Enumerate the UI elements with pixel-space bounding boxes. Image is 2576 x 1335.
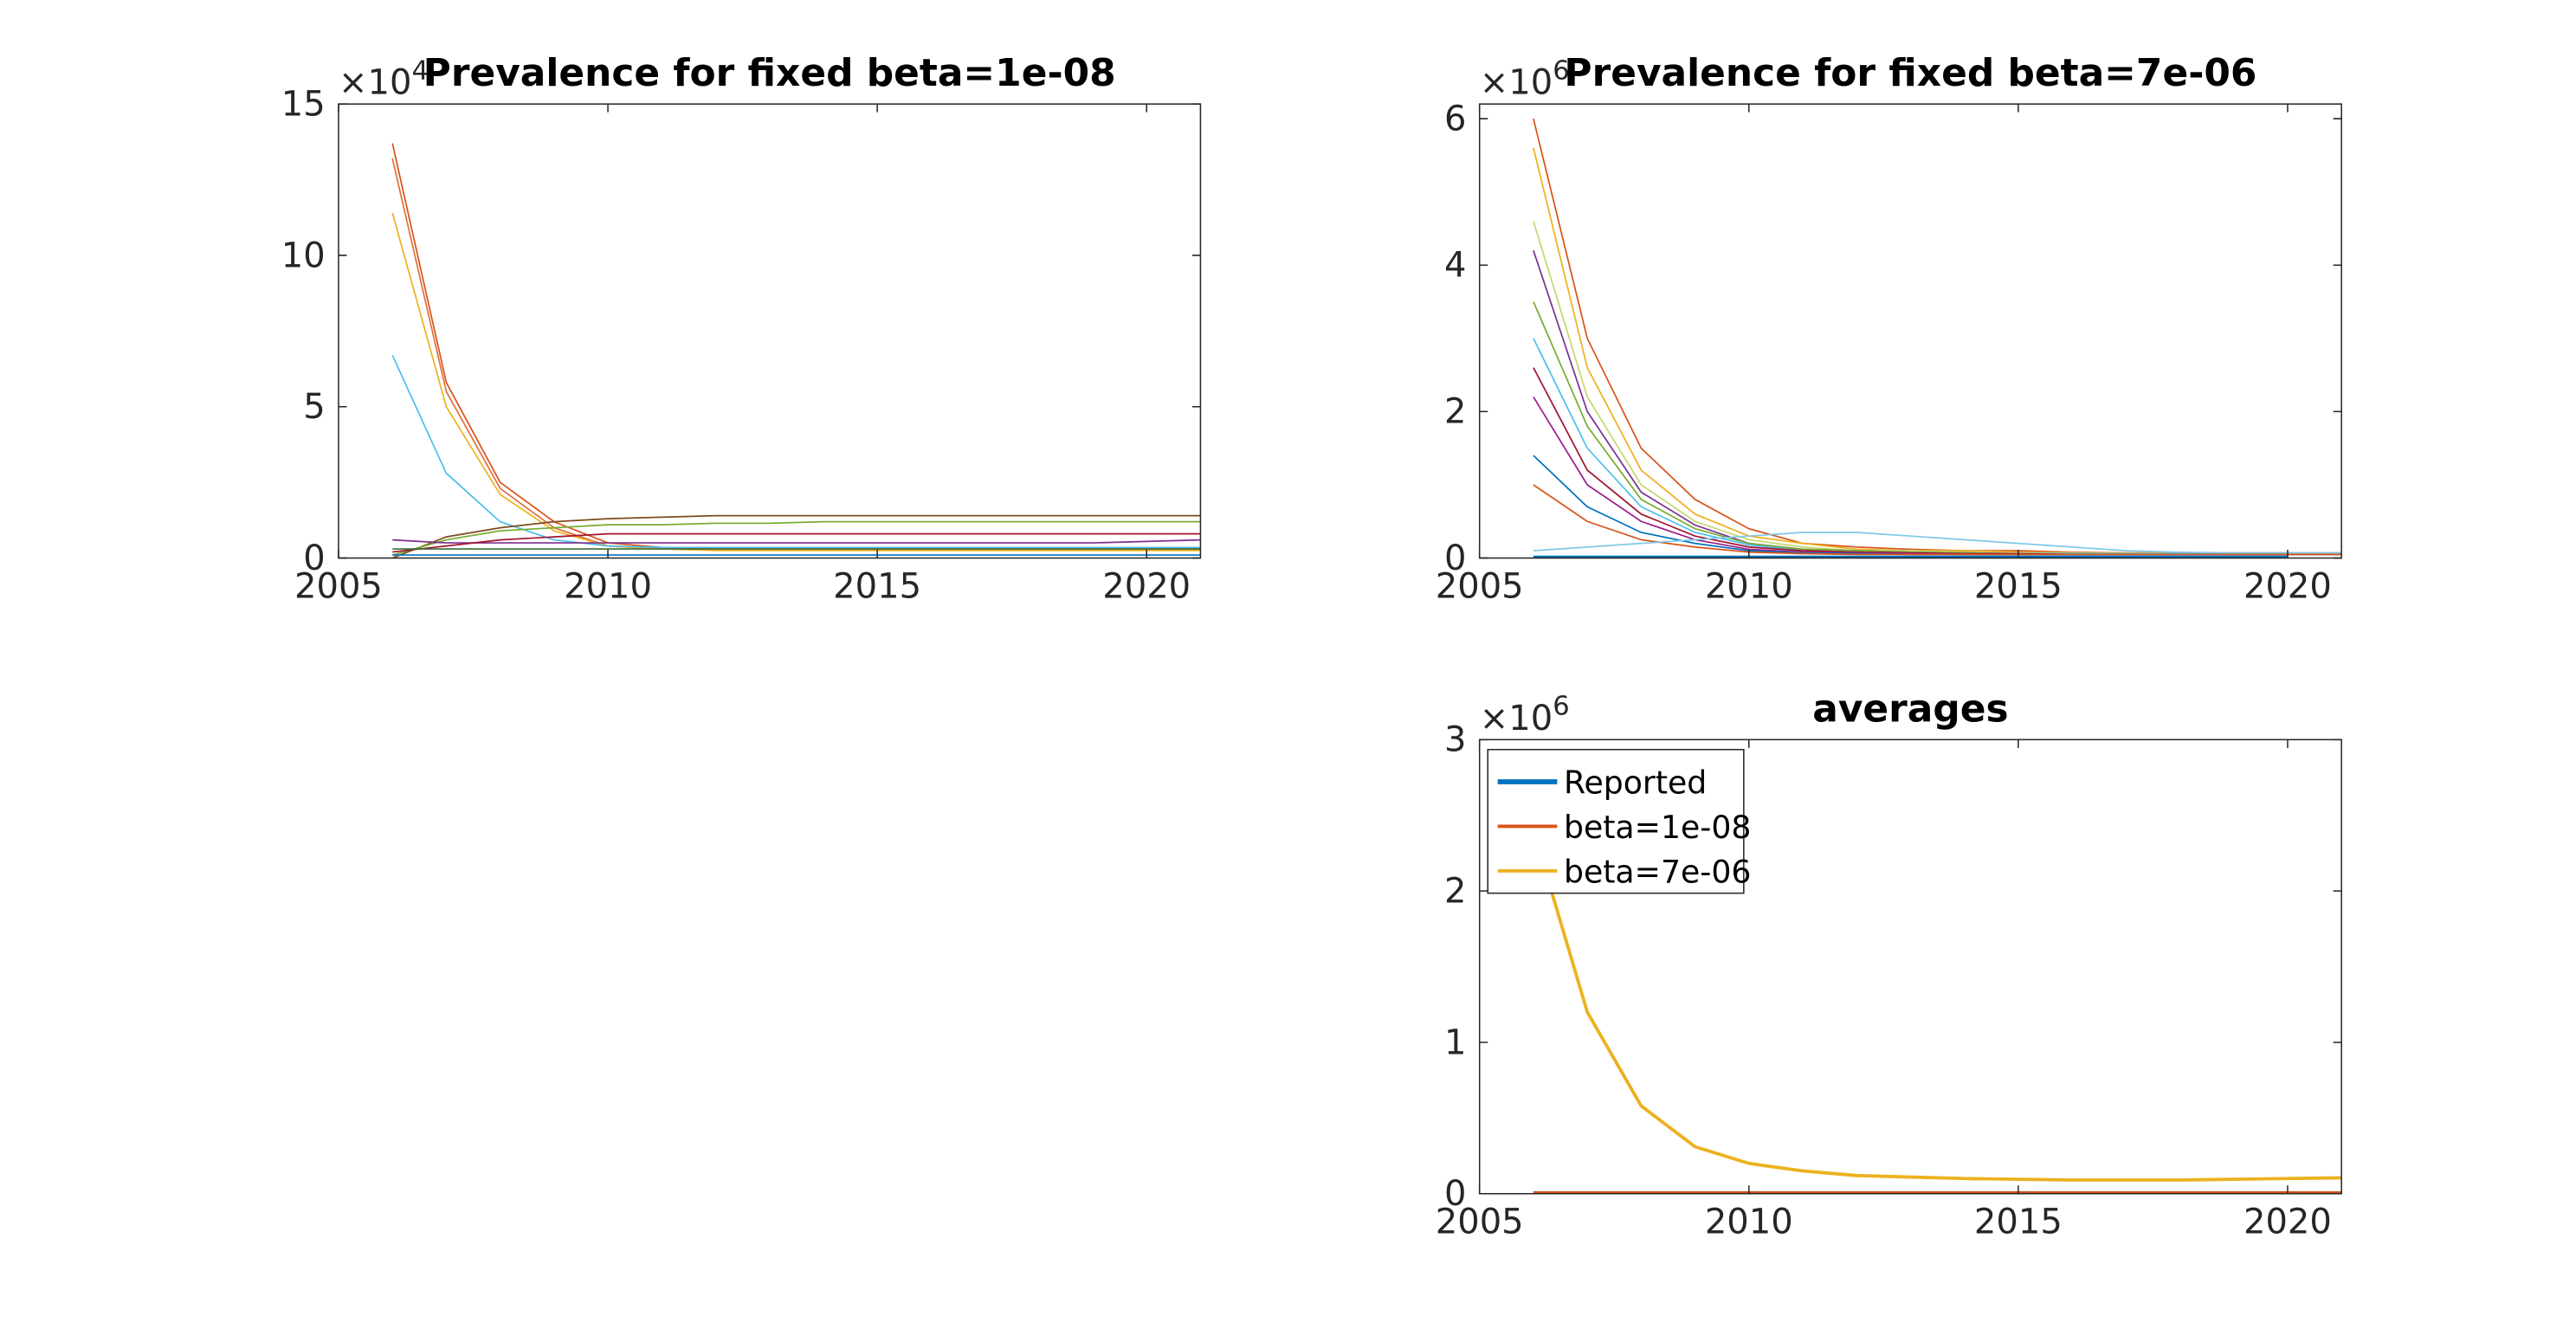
y-multiplier: ×104: [339, 56, 429, 103]
series-line: [392, 532, 1201, 553]
x-tick-label: 2010: [1705, 566, 1793, 606]
series-line: [391, 520, 1201, 556]
y-tick-label: 3: [1444, 720, 1466, 760]
series-line: [391, 212, 1201, 551]
x-tick-label: 2010: [1705, 1203, 1793, 1242]
x-tick-label: 2015: [1974, 566, 2063, 606]
y-tick-label: 0: [1444, 1174, 1466, 1214]
axes-background: [1479, 104, 2342, 558]
y-tick-label: 0: [1444, 539, 1466, 578]
y-multiplier: ×106: [1480, 56, 1570, 103]
x-tick-label: 2005: [294, 566, 383, 606]
y-tick-label: 4: [1444, 246, 1466, 286]
axes: 2005 2010 2015 2020 0 1 2 3 ×106 averages Reported…: [1436, 687, 2342, 1242]
multiplier-exponent: 6: [1553, 56, 1569, 87]
y-tick-label: 5: [303, 387, 325, 427]
y-tick-label: 15: [281, 84, 326, 124]
x-tick-label: 2015: [1974, 1203, 2063, 1242]
x-tick-label: 2020: [2244, 566, 2332, 606]
x-tick-label: 2005: [1436, 1203, 1524, 1242]
y-tick-label: 2: [1444, 392, 1466, 432]
legend-label: beta=1e-08: [1564, 809, 1751, 846]
x-tick-label: 2010: [564, 566, 652, 606]
y-tick-label: 0: [303, 539, 325, 578]
series-line: [1533, 532, 2342, 554]
series-line: [1532, 829, 2342, 1182]
multiplier-exponent: 4: [411, 56, 428, 87]
x-tick-label: 2015: [833, 566, 921, 606]
y-tick-label: 1: [1444, 1022, 1466, 1062]
series-line: [391, 354, 1201, 549]
y-tick-label: 10: [281, 235, 326, 275]
multiplier-base: ×10: [1480, 699, 1553, 738]
plot-area: [1533, 118, 2342, 558]
axes-box: [338, 103, 1202, 559]
x-tick-label: 2005: [1436, 566, 1524, 606]
legend-label: beta=7e-06: [1564, 853, 1751, 890]
axes-background: [338, 104, 1201, 558]
legend-label: Reported: [1564, 764, 1707, 801]
y-tick-label: 6: [1444, 99, 1466, 139]
axes-box: [1478, 738, 2342, 1195]
x-tick-label: 2020: [1102, 566, 1191, 606]
chart-title: averages: [1812, 687, 2008, 731]
series-line: [391, 514, 1201, 558]
y-multiplier: ×106: [1480, 692, 1570, 738]
y-tick-label: 2: [1444, 871, 1466, 911]
axes-box: [1478, 103, 2342, 559]
chart-title: Prevalence for fixed beta=7e-06: [1564, 51, 2256, 95]
plot-area: [1532, 829, 2342, 1194]
plot-area: [391, 143, 1201, 558]
multiplier-base: ×10: [1480, 63, 1553, 103]
series-line: [1533, 484, 2342, 556]
multiplier-exponent: 6: [1553, 692, 1569, 722]
x-tick-label: 2020: [2244, 1203, 2332, 1242]
legend: Reported beta=1e-08 beta=7e-06: [1487, 749, 1751, 894]
series-line: [392, 539, 1201, 544]
chart-title: Prevalence for fixed beta=1e-08: [423, 51, 1116, 95]
multiplier-base: ×10: [339, 63, 411, 103]
